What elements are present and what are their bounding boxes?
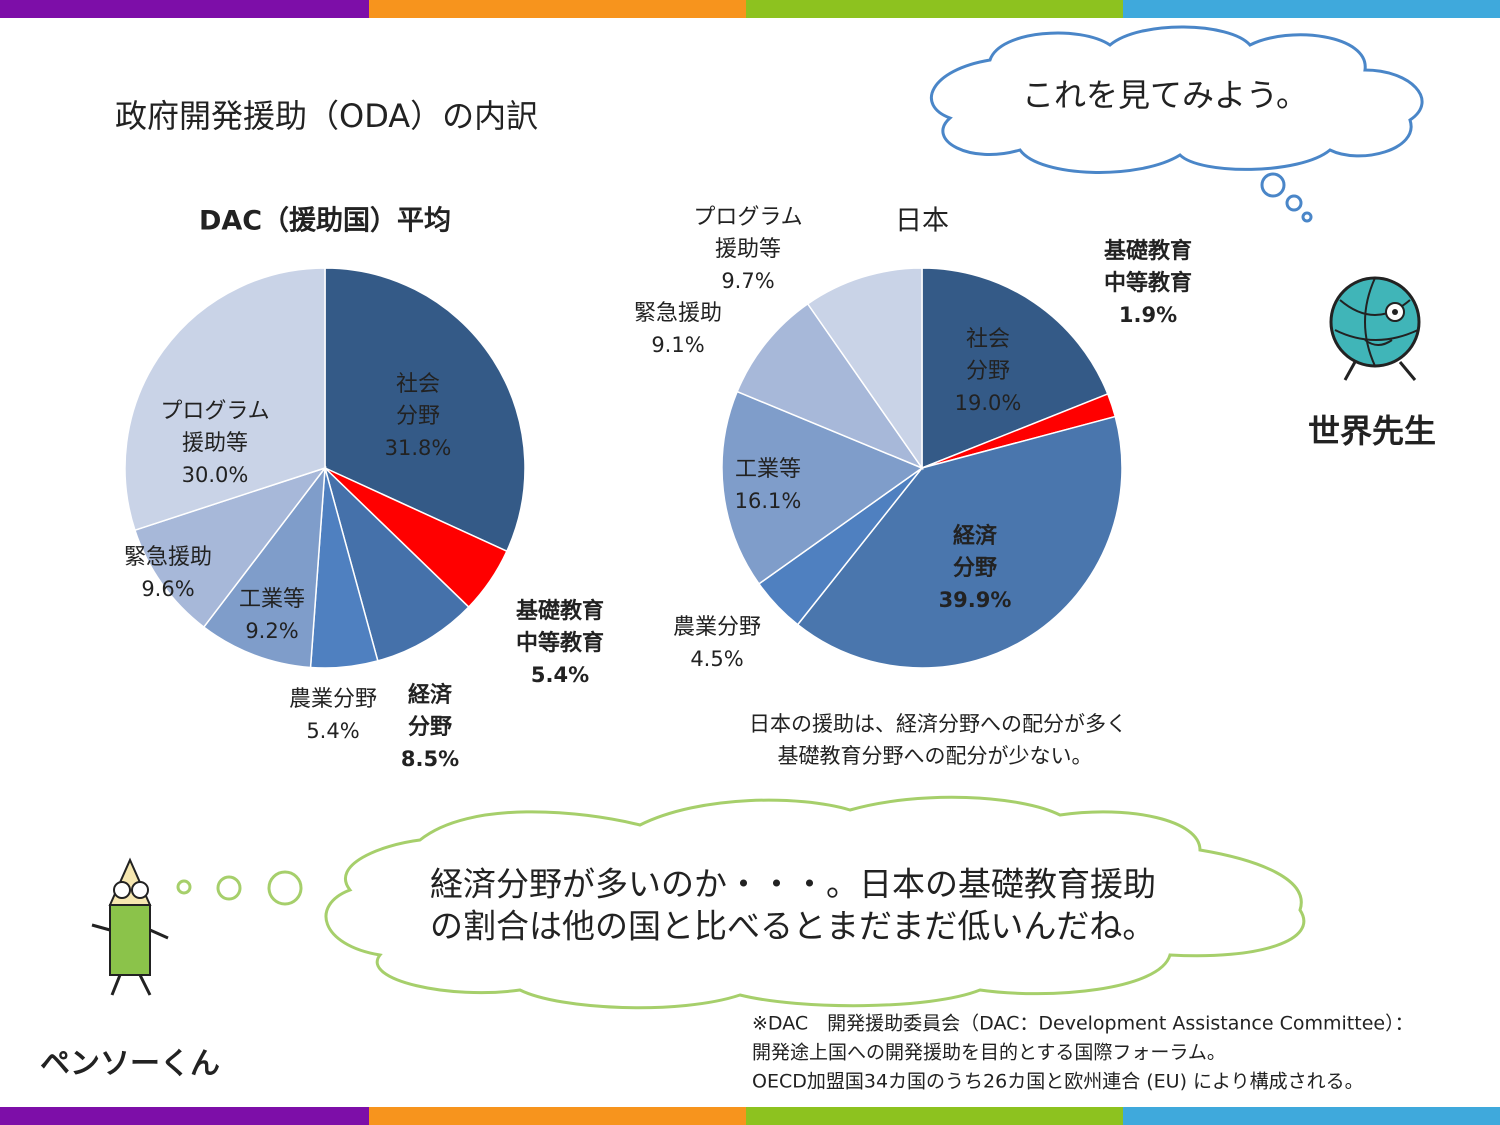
student-name: ペンソーくん — [40, 1047, 220, 1082]
slice-label: 経済分野 — [953, 523, 998, 581]
pie-slice — [124, 267, 326, 532]
footnote: OECD加盟国34カ国のうち26カ国と欧州連合 (EU) により構成される。 — [752, 1071, 1364, 1093]
chart-title: 日本 — [895, 206, 949, 237]
slice-label: プログラム援助等 — [160, 399, 269, 456]
value-label: 19.0% — [955, 391, 1022, 415]
thought-dot — [1285, 194, 1303, 212]
value-label: 4.5% — [690, 647, 743, 671]
speech-cloud — [324, 795, 1306, 1010]
slice-label: 緊急援助 — [124, 545, 212, 570]
color-bar — [746, 0, 1123, 18]
color-bar — [746, 1107, 1123, 1125]
pie-slice — [736, 302, 925, 470]
note: 日本の援助は、経済分野への配分が多く — [749, 712, 1127, 736]
student-character — [91, 857, 169, 996]
speech-cloud — [929, 25, 1424, 174]
slice-label: 経済分野 — [408, 682, 453, 740]
pie-slice — [806, 267, 923, 471]
slice-label: 社会分野 — [396, 372, 440, 429]
student-speech: の割合は他の国と比べるとまだまだ低いんだね。 — [430, 907, 1155, 946]
value-label: 9.2% — [245, 619, 298, 643]
teacher-name: 世界先生 — [1308, 412, 1436, 450]
value-label: 5.4% — [531, 663, 589, 687]
pie-slice — [133, 466, 328, 629]
value-label: 5.4% — [306, 719, 359, 743]
slice-label: 基礎教育中等教育 — [1104, 238, 1192, 296]
thought-dot — [267, 870, 303, 906]
slice-label: 社会分野 — [966, 327, 1010, 384]
color-bar — [369, 1107, 746, 1125]
pie-slice — [323, 465, 470, 662]
slice-label: 農業分野 — [289, 687, 377, 712]
value-label: 16.1% — [735, 489, 802, 513]
footnote: ※DAC 開発援助委員会（DAC：Development Assistance … — [752, 1013, 1414, 1035]
color-bar — [0, 0, 369, 18]
slice-label: 緊急援助 — [634, 301, 722, 326]
value-label: 1.9% — [1119, 303, 1177, 327]
thought-dot — [176, 879, 192, 895]
student-speech: 経済分野が多いのか・・・。日本の基礎教育援助 — [430, 865, 1156, 904]
value-label: 30.0% — [182, 463, 249, 487]
note: 基礎教育分野への配分が少ない。 — [778, 744, 1093, 768]
pie-slice — [324, 267, 526, 553]
pie-slice — [796, 415, 1123, 669]
value-label: 9.6% — [141, 577, 194, 601]
value-label: 9.7% — [721, 269, 774, 293]
color-bar — [1123, 0, 1500, 18]
slice-label: プログラム援助等 — [693, 205, 802, 262]
color-bar — [369, 0, 746, 18]
value-label: 39.9% — [939, 588, 1012, 612]
pie-slice — [921, 267, 1109, 470]
teacher-speech: これを見てみよう。 — [1022, 76, 1308, 114]
slice-label: 農業分野 — [673, 615, 761, 640]
value-label: 8.5% — [401, 747, 459, 771]
chart-title: DAC（援助国）平均 — [199, 206, 451, 237]
footnote: 開発途上国への開発援助を目的とする国際フォーラム。 — [752, 1042, 1226, 1064]
slice-label: 工業等 — [239, 587, 305, 612]
slice-label: 工業等 — [735, 457, 801, 482]
pie-slice — [721, 390, 924, 585]
color-bar — [1123, 1107, 1500, 1125]
slice-label: 基礎教育中等教育 — [516, 598, 604, 656]
value-label: 31.8% — [385, 436, 452, 460]
slide-title: 政府開発援助（ODA）の内訳 — [115, 97, 538, 135]
color-bar — [0, 1107, 369, 1125]
thought-dot — [1301, 211, 1313, 223]
thought-dot — [216, 875, 242, 901]
value-label: 9.1% — [651, 333, 704, 357]
teacher-character — [1329, 276, 1421, 381]
pie-slice — [202, 465, 326, 669]
thought-dot — [1260, 172, 1286, 198]
